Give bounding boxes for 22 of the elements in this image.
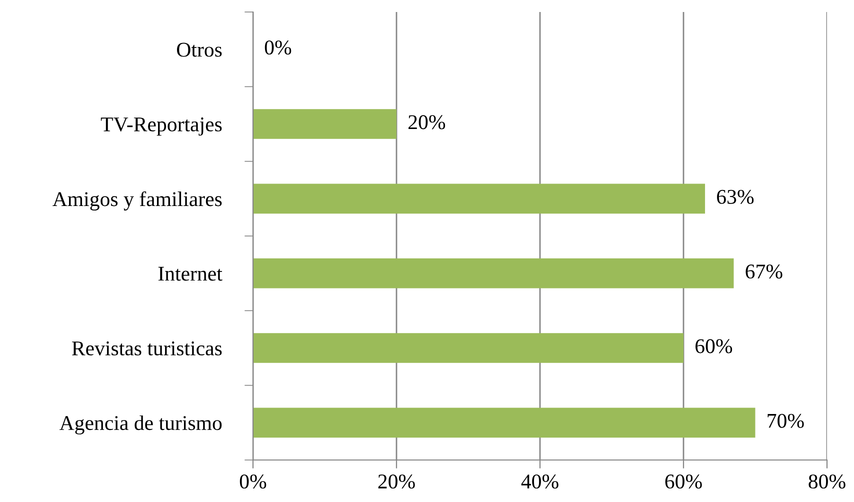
data-label: 60% [696,339,732,354]
bar [253,333,684,363]
bar [253,184,706,214]
y-tick-label: Otros [177,42,222,57]
y-tick-label: Internet [158,266,222,281]
bar [253,109,396,139]
x-tick-label: 80% [808,474,846,489]
x-tick-label: 0% [240,474,266,489]
data-label: 20% [408,115,446,130]
bar [253,408,756,438]
x-tick-label: 40% [521,474,558,489]
y-tick-label: Amigos y familiares [52,191,222,210]
x-tick-label: 60% [665,474,702,489]
y-tick-label: TV-Reportajes [100,117,222,136]
y-tick-label: Agencia de turismo [60,415,222,434]
data-label: 70% [768,414,804,428]
y-tick-label: Revistas turisticas [72,341,222,356]
x-tick-label: 20% [378,474,415,489]
data-label: 67% [746,264,782,279]
bar [253,258,734,288]
data-label: 0% [264,40,292,55]
data-label: 63% [717,190,754,204]
